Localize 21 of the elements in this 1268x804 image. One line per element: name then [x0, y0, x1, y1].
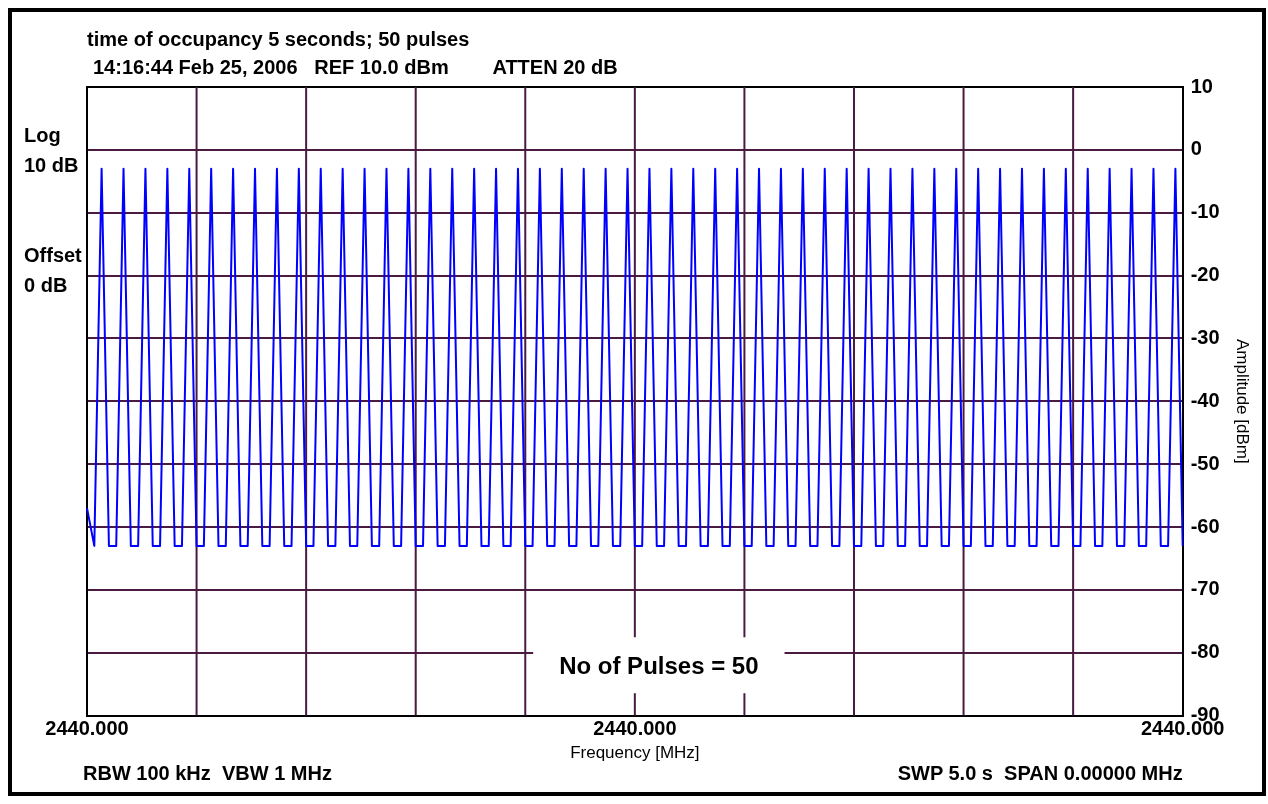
- y-tick-label: -50: [1190, 451, 1220, 474]
- y-tick-label: 0: [1190, 137, 1202, 160]
- y-tick-label: -20: [1190, 263, 1220, 286]
- y-tick-label: -60: [1190, 514, 1220, 537]
- text: Offset 0 dB: [24, 244, 83, 296]
- x-tick-label: 2440.000: [593, 717, 677, 740]
- x-tick-label: 2440.000: [45, 717, 129, 740]
- chart-subtitle: 14:16:44 Feb 25, 2006 REF 10.0 dBm ATTEN 20 dB: [93, 56, 618, 78]
- x-axis-title: Frequency [MHz]: [570, 743, 700, 763]
- y-tick-label: -30: [1190, 325, 1220, 348]
- y-axis-title: Amplitude [dBm]: [1233, 338, 1253, 464]
- y-tick-label: -70: [1190, 577, 1220, 600]
- text: RBW 100 kHz VBW 1 MHz: [83, 762, 332, 784]
- annotation: No of Pulses = 50: [559, 652, 759, 680]
- y-tick-label: 10: [1190, 74, 1213, 97]
- y-tick-label: -10: [1190, 200, 1220, 223]
- y-tick-label: -40: [1190, 388, 1220, 411]
- y-tick-label: -80: [1190, 640, 1220, 663]
- text: SWP 5.0 s SPAN 0.00000 MHz: [897, 762, 1183, 784]
- chart-title: time of occupancy 5 seconds; 50 pulses: [87, 28, 470, 50]
- text: Log 10 dB: [24, 124, 79, 176]
